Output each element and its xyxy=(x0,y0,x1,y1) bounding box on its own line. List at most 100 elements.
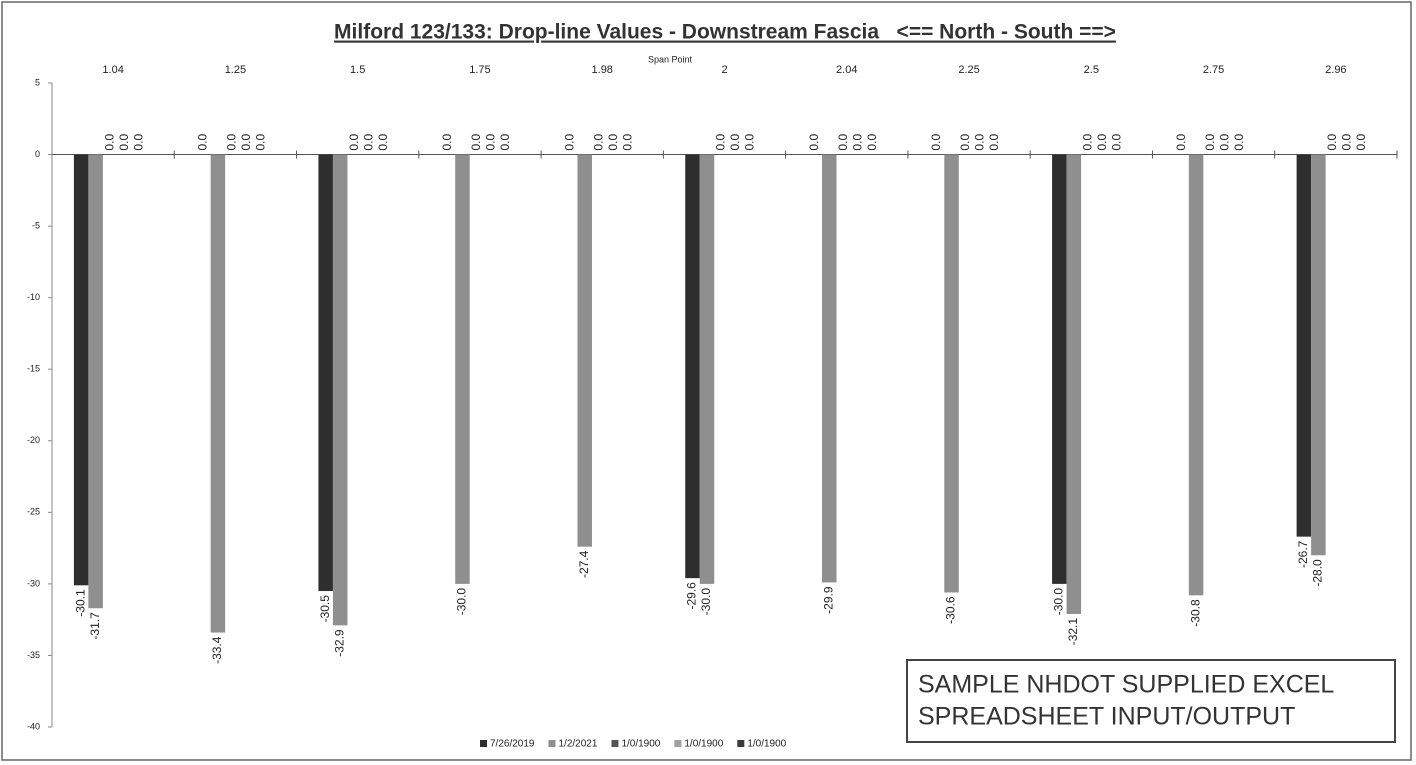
bar xyxy=(73,154,89,586)
data-label: 0.0 xyxy=(562,134,576,151)
data-label: 0.0 xyxy=(225,134,239,151)
y-tick-label: -10 xyxy=(27,292,40,302)
data-label: 0.0 xyxy=(836,134,850,151)
data-label: 0.0 xyxy=(1354,134,1368,151)
data-label: 0.0 xyxy=(1232,134,1246,151)
x-axis-title: Span Point xyxy=(648,54,693,64)
data-label: 0.0 xyxy=(117,134,131,151)
legend-swatch xyxy=(548,740,556,747)
legend-label: 7/26/2019 xyxy=(490,739,535,750)
data-label: 0.0 xyxy=(743,134,757,151)
bar xyxy=(1188,154,1204,596)
data-label: -28.0 xyxy=(1311,559,1325,587)
data-label: 0.0 xyxy=(1080,134,1094,151)
data-label: -30.0 xyxy=(455,588,469,616)
x-tick-label: 2 xyxy=(721,64,727,76)
bar xyxy=(88,154,103,609)
annotation-box xyxy=(906,659,1396,743)
y-tick-label: -25 xyxy=(27,507,40,517)
data-label: 0.0 xyxy=(850,134,864,151)
x-tick-label: 2.04 xyxy=(836,64,857,76)
data-label: -27.4 xyxy=(577,550,591,578)
data-label: -32.9 xyxy=(332,629,346,657)
data-label: 0.0 xyxy=(347,134,361,151)
data-label: -30.0 xyxy=(1051,588,1065,616)
x-tick-label: 2.5 xyxy=(1084,64,1099,76)
data-label: 0.0 xyxy=(1325,134,1339,151)
bar xyxy=(1066,154,1082,614)
data-label: 0.0 xyxy=(1340,134,1354,151)
data-label: 0.0 xyxy=(606,134,620,151)
y-tick-label: 5 xyxy=(35,77,40,87)
data-label: 0.0 xyxy=(714,134,728,151)
data-label: 0.0 xyxy=(1217,134,1231,151)
data-label: 0.0 xyxy=(469,134,483,151)
data-label: 0.0 xyxy=(865,134,879,151)
data-label: -30.6 xyxy=(944,596,958,624)
data-label: 0.0 xyxy=(987,134,1001,151)
data-label: -29.9 xyxy=(821,586,835,614)
x-tick-label: 1.04 xyxy=(102,64,123,76)
bar xyxy=(318,154,333,592)
data-label: 0.0 xyxy=(728,134,742,151)
y-tick-label: -20 xyxy=(27,435,40,445)
y-tick-label: -30 xyxy=(27,578,40,588)
legend-swatch xyxy=(480,740,487,747)
data-label: 0.0 xyxy=(1203,134,1217,151)
y-tick-label: -40 xyxy=(27,721,40,731)
bar xyxy=(699,154,715,584)
x-tick-label: 1.5 xyxy=(350,64,365,76)
legend-label: 1/0/1900 xyxy=(747,739,786,750)
data-label: 0.0 xyxy=(484,134,498,151)
annotation-line: SPREADSHEET INPUT/OUTPUT xyxy=(918,703,1295,731)
bar xyxy=(577,154,592,547)
bar xyxy=(685,154,700,579)
data-label: 0.0 xyxy=(1095,134,1109,151)
data-label: 0.0 xyxy=(376,134,390,151)
data-label: -30.0 xyxy=(699,588,713,616)
bar xyxy=(1311,154,1326,556)
data-label: 0.0 xyxy=(131,134,145,151)
bar xyxy=(455,154,470,584)
bar xyxy=(332,154,348,626)
data-label: 0.0 xyxy=(929,134,943,151)
bar xyxy=(1052,154,1067,584)
data-label: 0.0 xyxy=(591,134,605,151)
legend-swatch xyxy=(674,740,682,747)
y-tick-label: -15 xyxy=(27,364,40,374)
data-label: -32.1 xyxy=(1066,618,1080,646)
y-tick-label: 0 xyxy=(35,149,40,159)
data-label: -29.6 xyxy=(685,582,699,610)
data-label: -30.1 xyxy=(73,589,87,617)
data-label: 0.0 xyxy=(1174,134,1188,151)
data-label: 0.0 xyxy=(102,134,116,151)
data-label: 0.0 xyxy=(239,134,253,151)
data-label: -31.7 xyxy=(88,612,102,640)
x-tick-label: 1.75 xyxy=(469,64,490,76)
data-label: -30.8 xyxy=(1188,599,1202,627)
legend-label: 1/0/1900 xyxy=(621,739,660,750)
data-label: 0.0 xyxy=(361,134,375,151)
data-label: 0.0 xyxy=(973,134,987,151)
data-label: -26.7 xyxy=(1296,540,1310,568)
data-label: 0.0 xyxy=(1109,134,1123,151)
legend-swatch xyxy=(611,740,619,747)
data-label: 0.0 xyxy=(498,134,512,151)
legend-swatch xyxy=(737,740,745,747)
x-tick-label: 1.25 xyxy=(225,64,246,76)
legend-label: 1/0/1900 xyxy=(684,739,723,750)
x-tick-label: 2.25 xyxy=(958,64,979,76)
annotation-line: SAMPLE NHDOT SUPPLIED EXCEL xyxy=(918,671,1334,699)
data-label: 0.0 xyxy=(440,134,454,151)
legend-label: 1/2/2021 xyxy=(559,739,598,750)
data-label: -33.4 xyxy=(210,636,224,664)
y-tick-label: -35 xyxy=(27,650,40,660)
bar xyxy=(1296,154,1312,537)
data-label: 0.0 xyxy=(807,134,821,151)
x-tick-label: 2.96 xyxy=(1325,64,1346,76)
y-tick-label: -5 xyxy=(32,220,40,230)
data-label: 0.0 xyxy=(254,134,268,151)
data-label: 0.0 xyxy=(958,134,972,151)
data-label: 0.0 xyxy=(196,134,210,151)
